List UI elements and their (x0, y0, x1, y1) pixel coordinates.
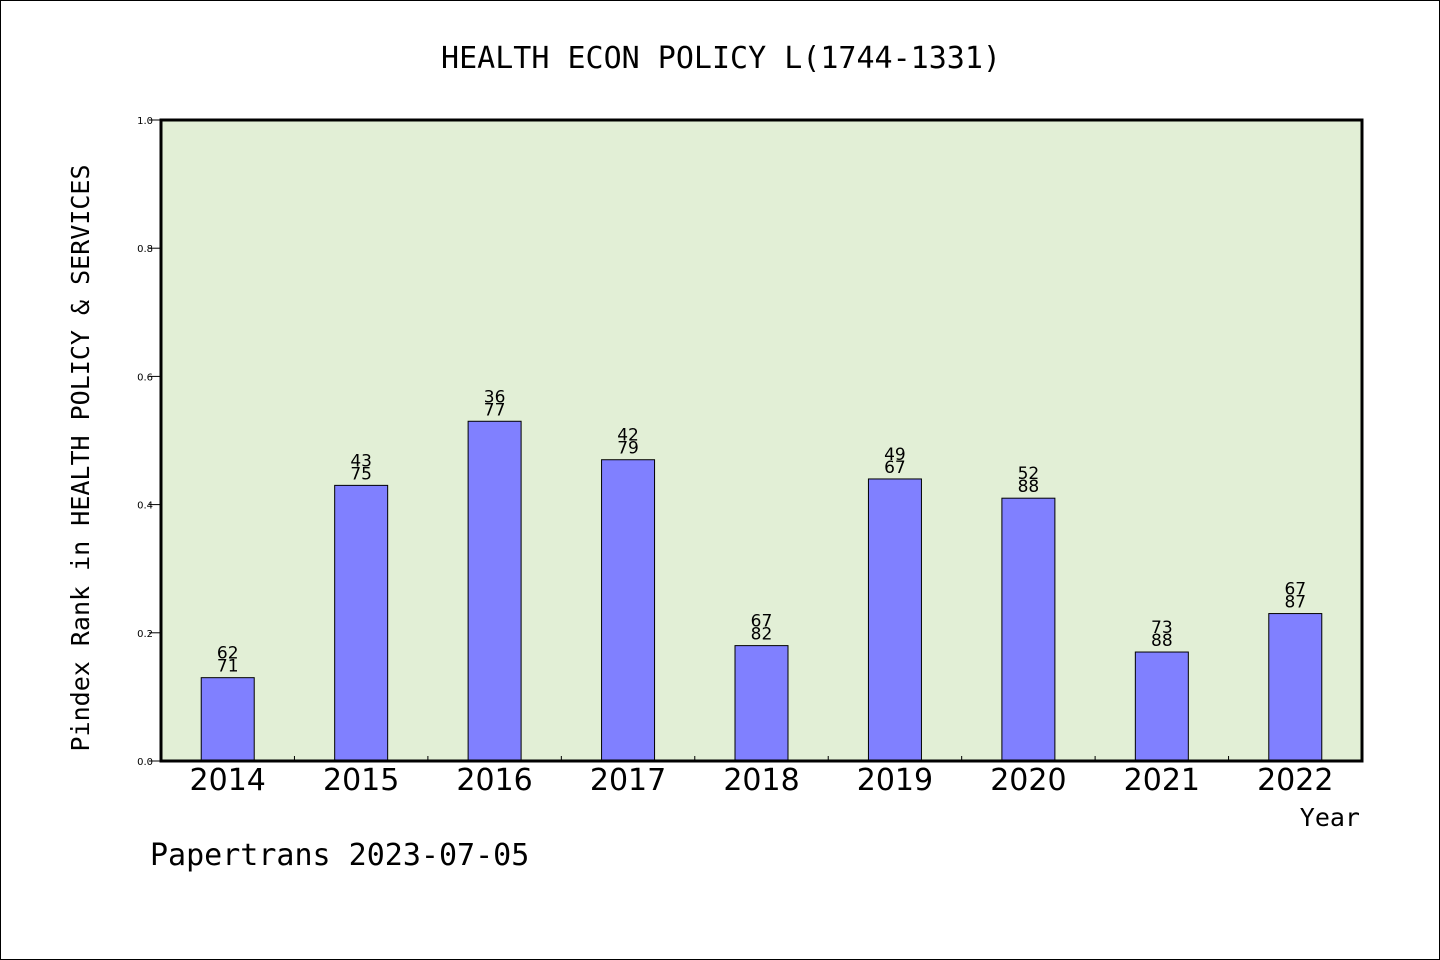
y-tick-label: 0.6 (137, 372, 153, 383)
footer-credit: Papertrans 2023-07-05 (150, 838, 529, 873)
y-tick-label: 0.0 (137, 757, 153, 768)
x-tick-label: 2016 (456, 763, 532, 798)
bar-2017 (601, 459, 656, 762)
bar-2020 (1001, 497, 1056, 762)
bar-label-bottom: 79 (617, 439, 639, 459)
bar-label-bottom: 88 (1018, 477, 1040, 497)
bar-2021 (1134, 651, 1189, 762)
bar-label-top: 52 (1018, 464, 1040, 484)
y-tick-label: 0.8 (137, 244, 153, 255)
bar-2014 (200, 677, 255, 762)
bar-label-top: 73 (1151, 618, 1173, 638)
bar-2018 (734, 645, 789, 762)
x-tick-label: 2018 (723, 763, 799, 798)
x-tick-label: 2019 (857, 763, 933, 798)
x-tick-label: 2014 (190, 763, 266, 798)
bar-label-top: 62 (217, 644, 239, 664)
y-axis-label: Pindex Rank in HEALTH POLICY & SERVICES (66, 165, 95, 752)
bar-label-bottom: 82 (751, 625, 773, 645)
x-tick-label: 2022 (1257, 763, 1333, 798)
bar-2015 (334, 484, 389, 762)
bar-2019 (867, 478, 922, 762)
y-tick-label: 0.2 (137, 629, 153, 640)
bar-label-bottom: 87 (1284, 593, 1306, 613)
x-axis-label: Year (1300, 803, 1360, 832)
x-tick-label: 2017 (590, 763, 666, 798)
x-tick-label: 2021 (1124, 763, 1200, 798)
bar-label-bottom: 75 (350, 464, 372, 484)
bar-label-top: 67 (1284, 580, 1306, 600)
y-tick-label: 1.0 (137, 116, 153, 127)
bar-label-top: 36 (484, 387, 506, 407)
y-axis-ticks: 0.0 0.2 0.4 0.6 0.8 1.0 (137, 116, 161, 768)
x-axis-ticks: 2014 2015 2016 2017 2018 2019 2020 2021 2022 (190, 756, 1333, 798)
x-tick-label: 2015 (323, 763, 399, 798)
bar-2016 (467, 420, 522, 762)
plot-border (159, 118, 1364, 763)
bar-label-bottom: 88 (1151, 631, 1173, 651)
bar-label-top: 49 (884, 445, 906, 465)
bar-label-bottom: 71 (217, 657, 239, 677)
bar-label-bottom: 77 (484, 400, 506, 420)
chart-title: HEALTH ECON POLICY L(1744-1331) (441, 41, 1001, 76)
bar-label-top: 42 (617, 426, 639, 446)
bar-label-bottom: 67 (884, 458, 906, 478)
bar-2022 (1268, 613, 1323, 762)
bar-group (200, 420, 1323, 762)
bar-label-top: 67 (751, 612, 773, 632)
y-tick-label: 0.4 (137, 501, 153, 512)
x-tick-label: 2020 (990, 763, 1066, 798)
bar-label-top: 43 (350, 451, 372, 471)
